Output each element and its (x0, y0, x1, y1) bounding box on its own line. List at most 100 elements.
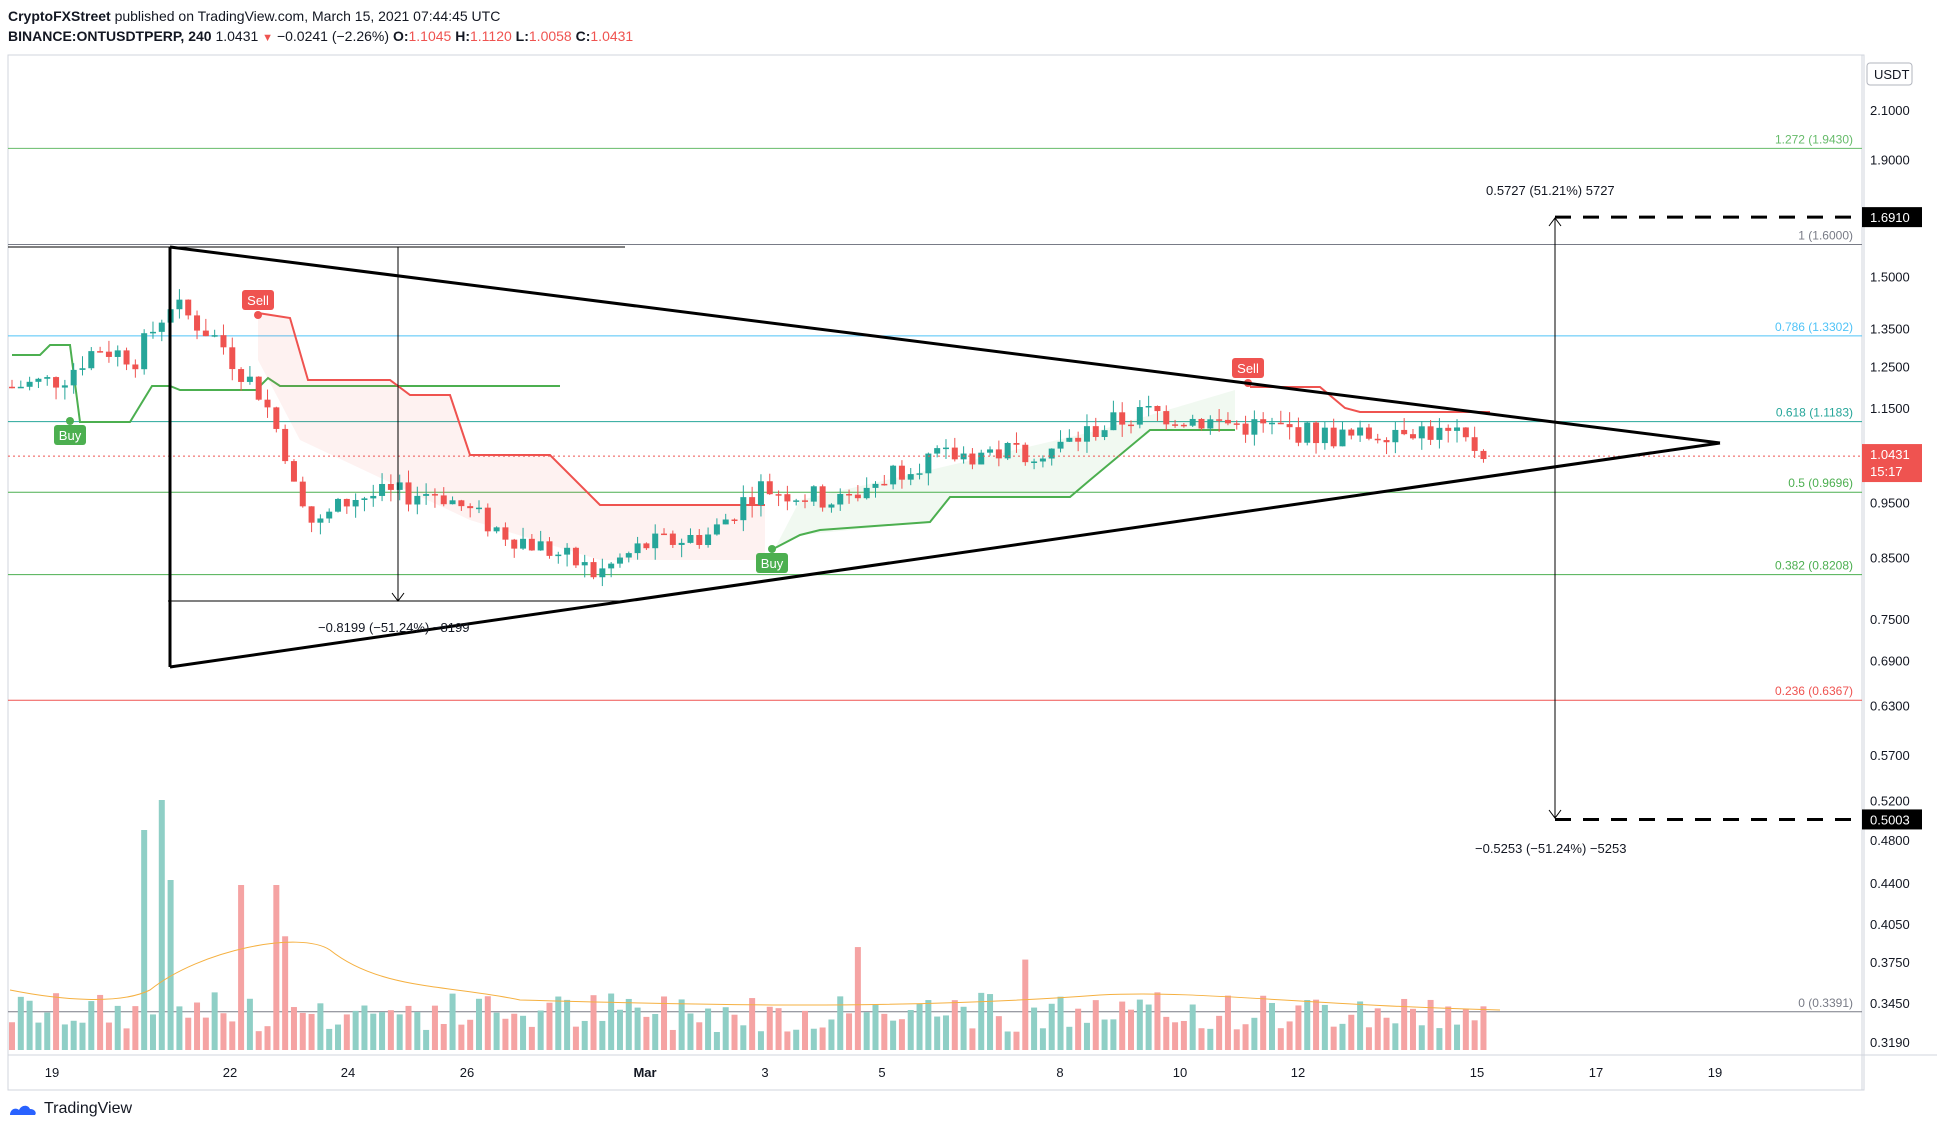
candle-body (661, 533, 668, 536)
candle-body (484, 507, 491, 532)
candle-body (1119, 412, 1126, 425)
volume-bar (176, 1006, 183, 1050)
volume-bar (1242, 1024, 1249, 1050)
volume-bar (149, 1014, 156, 1050)
volume-bar (1110, 1019, 1117, 1050)
volume-bar (440, 1023, 447, 1050)
candle-body (995, 449, 1002, 459)
candle-body (88, 351, 95, 369)
candle-body (1092, 426, 1099, 437)
volume-bar (1401, 998, 1408, 1050)
volume-bar (1031, 1007, 1038, 1050)
volume-bar (907, 1010, 914, 1050)
target-price-label: 1.6910 (1870, 210, 1910, 225)
candle-body (1145, 405, 1152, 408)
candle-body (775, 494, 782, 496)
candle-body (907, 474, 914, 480)
supertrend-fill (258, 313, 765, 560)
candle-body (1427, 426, 1434, 440)
candle-body (1313, 422, 1320, 444)
volume-bar (1436, 1028, 1443, 1050)
candle-body (555, 554, 562, 557)
candle-body (837, 494, 844, 505)
volume-bar (370, 1013, 377, 1050)
candle-body (793, 500, 800, 502)
high-value: 1.1120 (470, 28, 512, 44)
volume-bar (1224, 995, 1231, 1050)
volume-bar (238, 885, 245, 1050)
open-value: 1.1045 (408, 28, 452, 44)
candle-body (431, 494, 438, 496)
volume-bar (616, 1009, 623, 1050)
candle-body (1268, 422, 1275, 425)
candle-body (546, 541, 553, 556)
volume-bar (1480, 1006, 1487, 1050)
candle-body (352, 499, 359, 507)
volume-bar (1383, 1017, 1390, 1050)
candle-body (934, 448, 941, 454)
candle-body (202, 330, 209, 337)
drawings[interactable]: Buy Sell Buy Sell 0.5727 (51.21%) 5727 −0.525… (8, 183, 1862, 856)
volume-bar (775, 1008, 782, 1050)
volume-bar (431, 1005, 438, 1050)
candle-body (749, 497, 756, 506)
low-label: L: (515, 28, 529, 44)
candle-body (141, 333, 148, 370)
volume-bar (960, 1006, 967, 1050)
candle-body (1374, 438, 1381, 441)
candle-body (1409, 434, 1416, 439)
candle-body (290, 461, 297, 482)
candle-body (458, 500, 465, 507)
volume-bar (1357, 1001, 1364, 1050)
signal-badge (756, 553, 788, 573)
volume-bar (634, 1007, 641, 1050)
volume-bar (273, 885, 280, 1050)
volume-bar (1004, 1031, 1011, 1050)
candle-body (1392, 429, 1399, 443)
candle-body (1004, 442, 1011, 459)
candle-body (1471, 437, 1478, 451)
current-price-box (1862, 444, 1922, 483)
volume-bar (1454, 1024, 1461, 1050)
candle-body (987, 449, 994, 453)
volume-bar (379, 1012, 386, 1050)
tradingview-brand[interactable]: TradingView (8, 1100, 132, 1118)
candle-body (26, 381, 33, 387)
candle-body (1357, 427, 1364, 436)
volume-bar (1268, 1002, 1275, 1050)
symbol-label[interactable]: BINANCE:ONTUSDTPERP, 240 (8, 28, 212, 44)
candle-body (440, 495, 447, 505)
candle-body (387, 483, 394, 490)
supertrend-down-line (1250, 386, 1490, 413)
candle-body (1198, 418, 1205, 429)
candle-body (1436, 427, 1443, 440)
publisher-name[interactable]: CryptoFXStreet (8, 8, 111, 24)
volume-bar (1022, 959, 1029, 1050)
candle-body (1242, 423, 1249, 435)
volume-bar (1083, 1022, 1090, 1050)
candle-body (863, 487, 870, 499)
price-tick-label: 0.6900 (1870, 653, 1910, 668)
volume-bar (819, 1027, 826, 1050)
volume-bar (17, 996, 24, 1050)
price-axis[interactable]: 2.1000 1.9000 1.5000 1.3500 1.2500 1.1500 0.95… (1862, 62, 1922, 1050)
volume-bar (722, 1007, 729, 1050)
candle-body (35, 378, 42, 382)
supertrend-fill (775, 390, 1235, 548)
volume-bar (26, 1000, 33, 1050)
volume-bar (934, 1016, 941, 1050)
candle-body (1445, 427, 1452, 431)
candle-body (229, 347, 236, 370)
volume-bar (599, 1020, 606, 1050)
candle-body (1383, 440, 1390, 443)
candle-body (1066, 437, 1073, 442)
volume-bar (1172, 1022, 1179, 1050)
volume-bar (1427, 999, 1434, 1050)
time-axis[interactable]: 19 22 24 26 Mar 3 5 8 10 12 15 17 19 (45, 1065, 1722, 1080)
price-tick-label: 1.3500 (1870, 322, 1910, 337)
fib-retracement[interactable]: 1.272 (1.9430) 1 (1.6000) 0.786 (1.3302) 0.… (8, 132, 1862, 1013)
volume-bar (1092, 1000, 1099, 1050)
volume-bar (1154, 992, 1161, 1050)
fib-level-label: 1.272 (1.9430) (1775, 132, 1853, 146)
